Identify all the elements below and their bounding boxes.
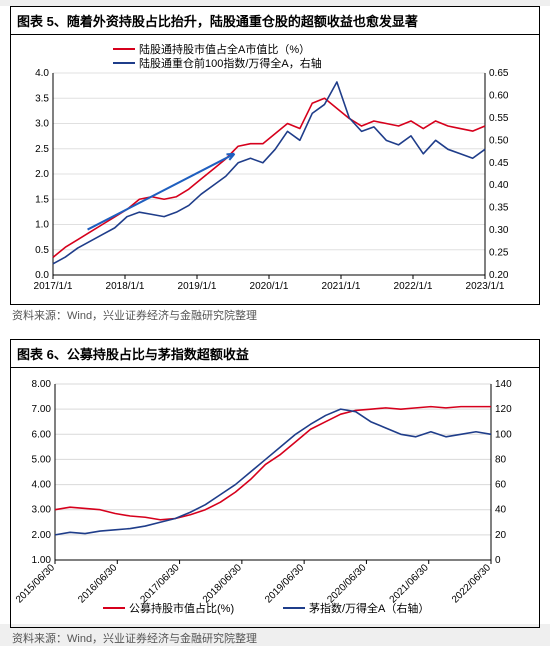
svg-text:0: 0 bbox=[495, 555, 501, 566]
svg-text:0.30: 0.30 bbox=[489, 225, 509, 236]
svg-text:100: 100 bbox=[495, 429, 512, 440]
svg-text:40: 40 bbox=[495, 505, 507, 516]
svg-text:3.00: 3.00 bbox=[32, 505, 52, 516]
svg-text:0.50: 0.50 bbox=[489, 135, 509, 146]
svg-text:80: 80 bbox=[495, 454, 507, 465]
chart-5-svg: 0.0 0.5 1.0 1.5 2.0 2.5 3.0 3.5 4.0 0.20 0.25 0.30 0… bbox=[13, 37, 533, 297]
svg-text:2021/1/1: 2021/1/1 bbox=[322, 281, 361, 292]
svg-text:2018/1/1: 2018/1/1 bbox=[106, 281, 145, 292]
svg-text:陆股通重仓前100指数/万得全A，右轴: 陆股通重仓前100指数/万得全A，右轴 bbox=[139, 56, 322, 70]
svg-text:0.65: 0.65 bbox=[489, 68, 509, 79]
svg-text:1.5: 1.5 bbox=[35, 194, 49, 205]
svg-text:2022/1/1: 2022/1/1 bbox=[394, 281, 433, 292]
svg-text:3.0: 3.0 bbox=[35, 119, 49, 130]
svg-text:60: 60 bbox=[495, 480, 507, 491]
svg-text:0.0: 0.0 bbox=[35, 270, 49, 281]
svg-text:2019/1/1: 2019/1/1 bbox=[178, 281, 217, 292]
svg-text:0.35: 0.35 bbox=[489, 203, 509, 214]
svg-text:140: 140 bbox=[495, 379, 512, 390]
svg-text:3.5: 3.5 bbox=[35, 93, 49, 104]
svg-text:2.5: 2.5 bbox=[35, 144, 49, 155]
svg-text:2023/1/1: 2023/1/1 bbox=[466, 281, 505, 292]
svg-text:5.00: 5.00 bbox=[32, 454, 52, 465]
svg-text:8.00: 8.00 bbox=[32, 379, 52, 390]
svg-text:0.40: 0.40 bbox=[489, 180, 509, 191]
chart-6-title: 图表 6、公募持股占比与茅指数超额收益 bbox=[11, 340, 539, 368]
svg-text:0.45: 0.45 bbox=[489, 158, 509, 169]
chart-5-title: 图表 5、随着外资持股占比抬升，陆股通重仓股的超额收益也愈发显著 bbox=[11, 7, 539, 35]
svg-text:2.00: 2.00 bbox=[32, 530, 52, 541]
chart-6-svg: 1.002.003.004.005.006.007.008.0002040608… bbox=[13, 370, 533, 620]
svg-text:120: 120 bbox=[495, 404, 512, 415]
svg-text:1.0: 1.0 bbox=[35, 220, 49, 231]
chart-6-source: 资料来源：Wind，兴业证券经济与金融研究院整理 bbox=[12, 630, 538, 646]
svg-text:陆股通持股市值占全A市值比（%）: 陆股通持股市值占全A市值比（%） bbox=[139, 42, 310, 56]
svg-text:2017/1/1: 2017/1/1 bbox=[34, 281, 73, 292]
svg-text:0.20: 0.20 bbox=[489, 270, 509, 281]
svg-text:2020/1/1: 2020/1/1 bbox=[250, 281, 289, 292]
svg-text:0.5: 0.5 bbox=[35, 245, 49, 256]
svg-text:0.55: 0.55 bbox=[489, 113, 509, 124]
chart-5-source: 资料来源：Wind，兴业证券经济与金融研究院整理 bbox=[12, 307, 538, 323]
chart-6-block: 图表 6、公募持股占比与茅指数超额收益 1.002.003.004.005.00… bbox=[10, 339, 540, 628]
svg-text:0.25: 0.25 bbox=[489, 248, 509, 259]
svg-text:7.00: 7.00 bbox=[32, 404, 52, 415]
page: 图表 5、随着外资持股占比抬升，陆股通重仓股的超额收益也愈发显著 0.0 0.5 1… bbox=[0, 6, 550, 624]
svg-text:6.00: 6.00 bbox=[32, 429, 52, 440]
svg-text:0.60: 0.60 bbox=[489, 90, 509, 101]
chart-6-svg-wrap: 1.002.003.004.005.006.007.008.0002040608… bbox=[11, 368, 539, 627]
svg-text:2.0: 2.0 bbox=[35, 169, 49, 180]
svg-text:4.0: 4.0 bbox=[35, 68, 49, 79]
chart-5-block: 图表 5、随着外资持股占比抬升，陆股通重仓股的超额收益也愈发显著 0.0 0.5 1… bbox=[10, 6, 540, 305]
svg-text:茅指数/万得全A（右轴）: 茅指数/万得全A（右轴） bbox=[309, 601, 429, 615]
chart-5-svg-wrap: 0.0 0.5 1.0 1.5 2.0 2.5 3.0 3.5 4.0 0.20 0.25 0.30 0… bbox=[11, 35, 539, 304]
svg-text:公募持股市值占比(%): 公募持股市值占比(%) bbox=[129, 601, 234, 615]
svg-text:20: 20 bbox=[495, 530, 507, 541]
svg-text:4.00: 4.00 bbox=[32, 480, 52, 491]
